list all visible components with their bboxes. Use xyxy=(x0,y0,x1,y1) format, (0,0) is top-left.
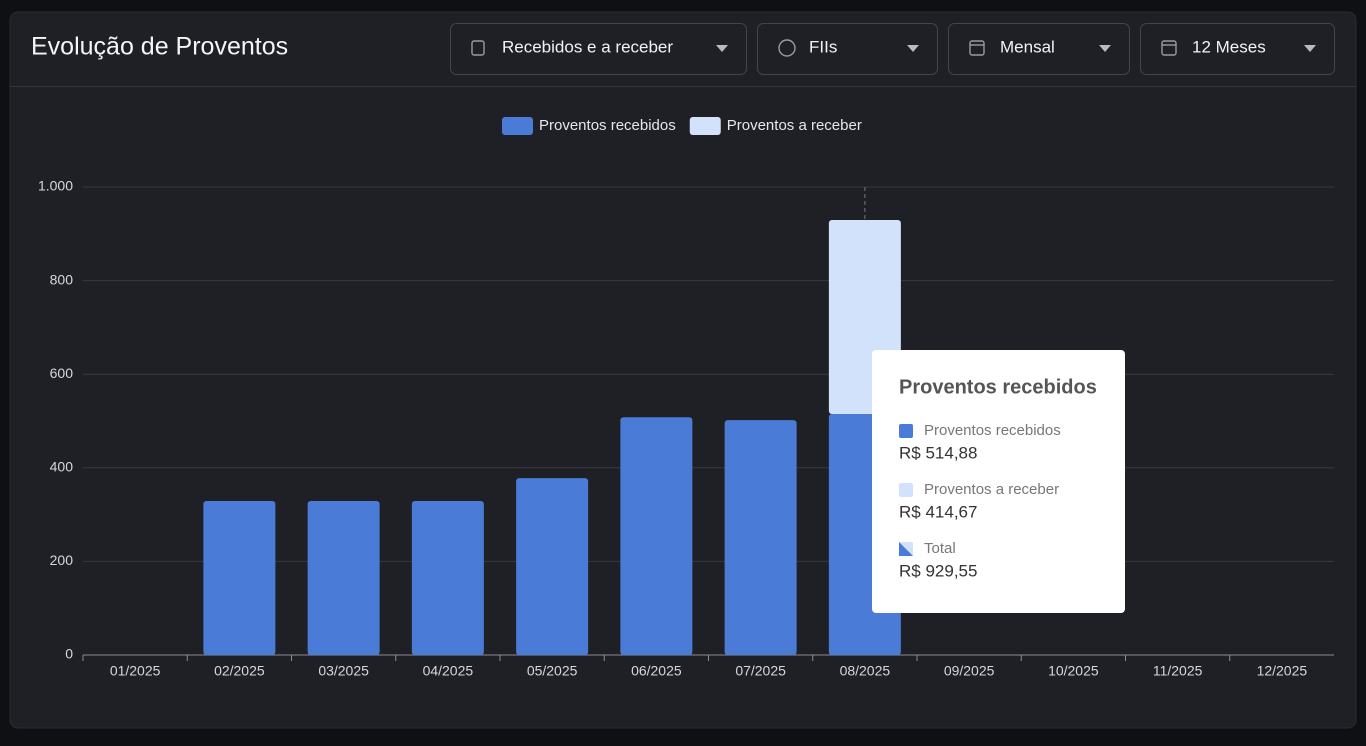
legend-label: Proventos recebidos xyxy=(539,117,676,134)
x-tick-label: 05/2025 xyxy=(527,663,578,679)
icon xyxy=(471,40,485,56)
tooltip-item-name: Proventos recebidos xyxy=(924,422,1061,439)
y-tick-label: 1.000 xyxy=(38,178,73,194)
x-tick-label: 01/2025 xyxy=(110,663,161,679)
tooltip-item-value: R$ 514,88 xyxy=(899,443,977,462)
x-tick-label: 04/2025 xyxy=(423,663,474,679)
dropdown-caret xyxy=(1099,45,1111,52)
tooltip-item-value: R$ 414,67 xyxy=(899,502,977,521)
dropdown-box[interactable] xyxy=(450,23,747,75)
x-tick-label: 06/2025 xyxy=(631,663,682,679)
dropdown-label[interactable]: Mensal xyxy=(1000,37,1055,56)
bar-segment xyxy=(724,420,797,655)
dropdown-box[interactable] xyxy=(948,23,1130,75)
dropdown-label[interactable]: Recebidos e a receber xyxy=(502,37,673,56)
y-tick-label: 600 xyxy=(50,365,74,381)
dropdown-caret xyxy=(1304,45,1316,52)
dropdown-box[interactable] xyxy=(1140,23,1335,75)
icon xyxy=(969,40,985,56)
bar-segment xyxy=(516,478,589,655)
tooltip-item-value: R$ 929,55 xyxy=(899,561,977,580)
tooltip-swatch xyxy=(899,424,913,438)
tooltip-item-name: Proventos a receber xyxy=(924,481,1059,498)
y-tick-label: 0 xyxy=(65,646,73,662)
x-tick-label: 02/2025 xyxy=(214,663,265,679)
card-title: Evolução de Proventos xyxy=(31,33,288,61)
dropdown-caret xyxy=(716,45,728,52)
x-tick-label: 11/2025 xyxy=(1153,663,1203,679)
y-tick-label: 200 xyxy=(50,552,74,568)
bar-segment xyxy=(203,501,276,655)
filter-dropdown[interactable]: FIIs xyxy=(757,23,938,75)
dropdown-caret xyxy=(907,45,919,52)
tooltip: Proventos recebidos Proventos recebidos R$… xyxy=(872,350,1125,613)
x-tick-label: 07/2025 xyxy=(735,663,786,679)
x-tick-label: 10/2025 xyxy=(1048,663,1099,679)
tooltip-swatch xyxy=(899,483,913,497)
filter-dropdown[interactable]: 12 Meses xyxy=(1140,23,1335,75)
bar-segment xyxy=(620,417,693,655)
filter-dropdown[interactable]: Mensal xyxy=(948,23,1130,75)
dropdown-box[interactable] xyxy=(757,23,938,75)
legend-swatch xyxy=(689,117,721,135)
y-tick-label: 400 xyxy=(50,459,74,475)
legend-swatch xyxy=(502,117,533,135)
dropdown-label[interactable]: 12 Meses xyxy=(1192,37,1266,56)
tooltip-title: Proventos recebidos xyxy=(899,376,1097,398)
dropdown-label[interactable]: FIIs xyxy=(809,37,837,56)
x-tick-label: 09/2025 xyxy=(944,663,995,679)
tooltip-box xyxy=(872,350,1125,613)
tooltip-swatch xyxy=(899,542,913,556)
icon xyxy=(778,39,796,57)
bar-segment xyxy=(307,501,380,655)
filter-dropdown[interactable]: Recebidos e a receber xyxy=(450,23,747,75)
bar-segment xyxy=(411,501,484,655)
x-tick-label: 12/2025 xyxy=(1257,663,1308,679)
legend-label: Proventos a receber xyxy=(727,117,862,134)
y-tick-label: 800 xyxy=(50,271,74,287)
tooltip-item-name: Total xyxy=(924,540,956,557)
x-tick-label: 03/2025 xyxy=(318,663,369,679)
icon xyxy=(1161,40,1177,56)
x-tick-label: 08/2025 xyxy=(840,663,891,679)
